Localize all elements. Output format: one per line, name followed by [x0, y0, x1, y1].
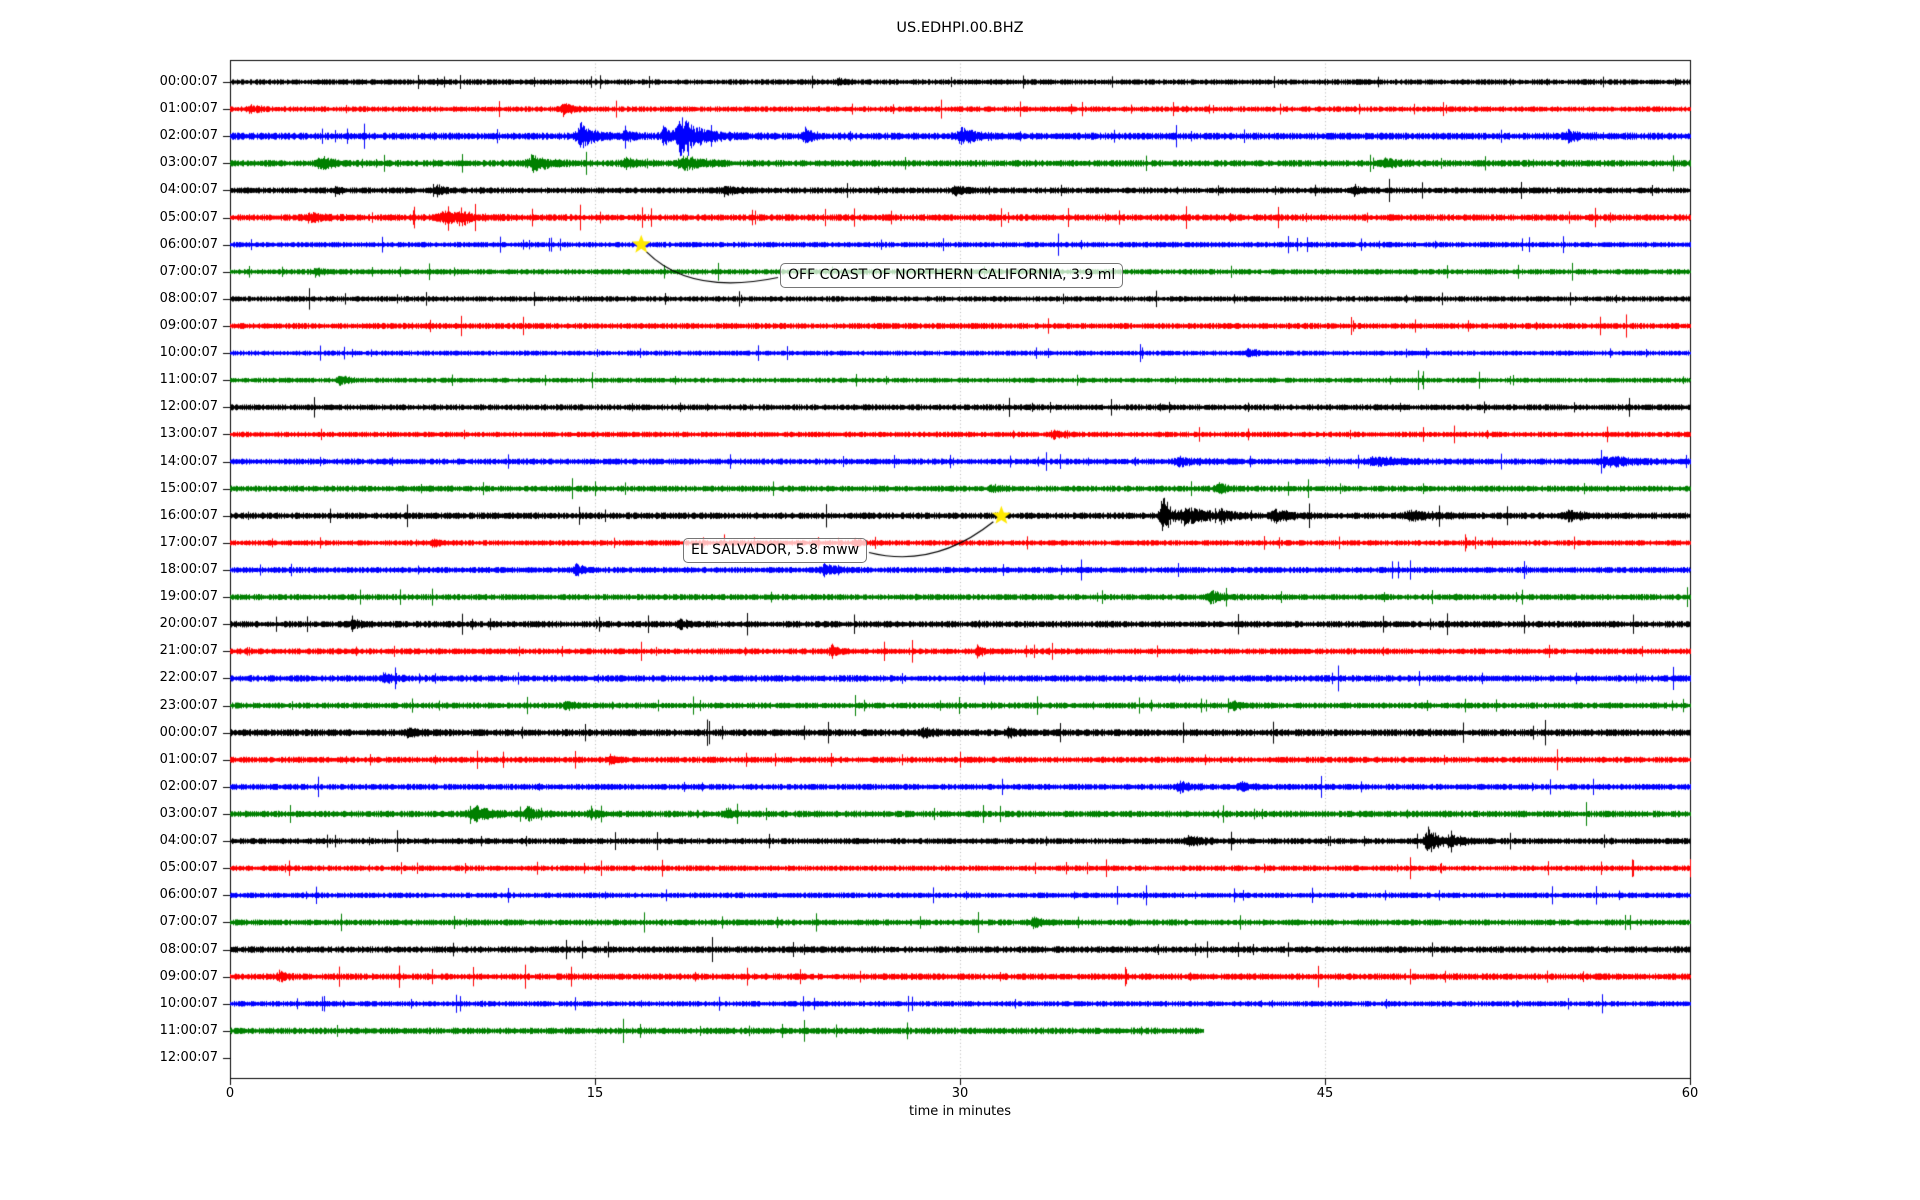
- row-time-label: 04:00:07: [159, 833, 218, 849]
- row-time-label: 06:00:07: [159, 236, 218, 252]
- row-time-label: 15:00:07: [159, 480, 218, 496]
- row-time-label: 08:00:07: [159, 290, 218, 306]
- x-tick-label: 0: [225, 1086, 235, 1101]
- row-time-label: 12:00:07: [159, 399, 218, 415]
- row-time-label: 02:00:07: [159, 778, 218, 794]
- row-time-label: 13:00:07: [159, 426, 218, 442]
- row-time-label: 04:00:07: [159, 182, 218, 198]
- row-time-label: 00:00:07: [159, 724, 218, 740]
- row-time-label: 02:00:07: [159, 128, 218, 144]
- row-time-label: 01:00:07: [159, 101, 218, 117]
- row-time-label: 11:00:07: [159, 1022, 218, 1038]
- row-time-label: 05:00:07: [159, 860, 218, 876]
- row-time-label: 17:00:07: [159, 534, 218, 550]
- row-time-label: 12:00:07: [159, 1050, 218, 1065]
- x-tick-label: 15: [586, 1086, 604, 1101]
- row-time-label: 01:00:07: [159, 751, 218, 767]
- x-axis-label: time in minutes: [908, 1104, 1012, 1119]
- row-time-label: 22:00:07: [159, 670, 218, 686]
- row-time-label: 18:00:07: [159, 562, 218, 577]
- row-time-label: 19:00:07: [159, 589, 218, 605]
- earthquake-annotation: OFF COAST OF NORTHERN CALIFORNIA, 3.9 ml: [780, 263, 1124, 288]
- row-time-label: 10:00:07: [159, 345, 218, 361]
- row-time-label: 09:00:07: [159, 968, 218, 984]
- row-time-label: 07:00:07: [159, 914, 218, 930]
- row-time-label: 05:00:07: [159, 209, 218, 225]
- row-time-label: 03:00:07: [159, 806, 218, 821]
- plot-title: US.EDHPI.00.BHZ: [896, 20, 1024, 36]
- row-time-label: 07:00:07: [159, 263, 218, 279]
- row-time-label: 00:00:07: [159, 74, 218, 89]
- row-time-label: 09:00:07: [159, 318, 218, 333]
- row-time-label: 03:00:07: [159, 155, 218, 171]
- row-time-label: 21:00:07: [159, 643, 218, 659]
- row-time-label: 08:00:07: [159, 941, 218, 957]
- row-time-label: 06:00:07: [159, 887, 218, 903]
- x-tick-label: 45: [1316, 1086, 1334, 1101]
- earthquake-annotation: EL SALVADOR, 5.8 mww: [683, 538, 868, 563]
- x-tick-label: 60: [1681, 1086, 1699, 1101]
- row-time-label: 14:00:07: [159, 453, 218, 469]
- row-time-label: 20:00:07: [159, 616, 218, 632]
- row-time-label: 11:00:07: [159, 372, 218, 388]
- row-time-label: 23:00:07: [159, 697, 218, 713]
- x-tick-label: 30: [951, 1086, 969, 1101]
- row-time-label: 16:00:07: [159, 507, 218, 523]
- row-time-label: 10:00:07: [159, 995, 218, 1011]
